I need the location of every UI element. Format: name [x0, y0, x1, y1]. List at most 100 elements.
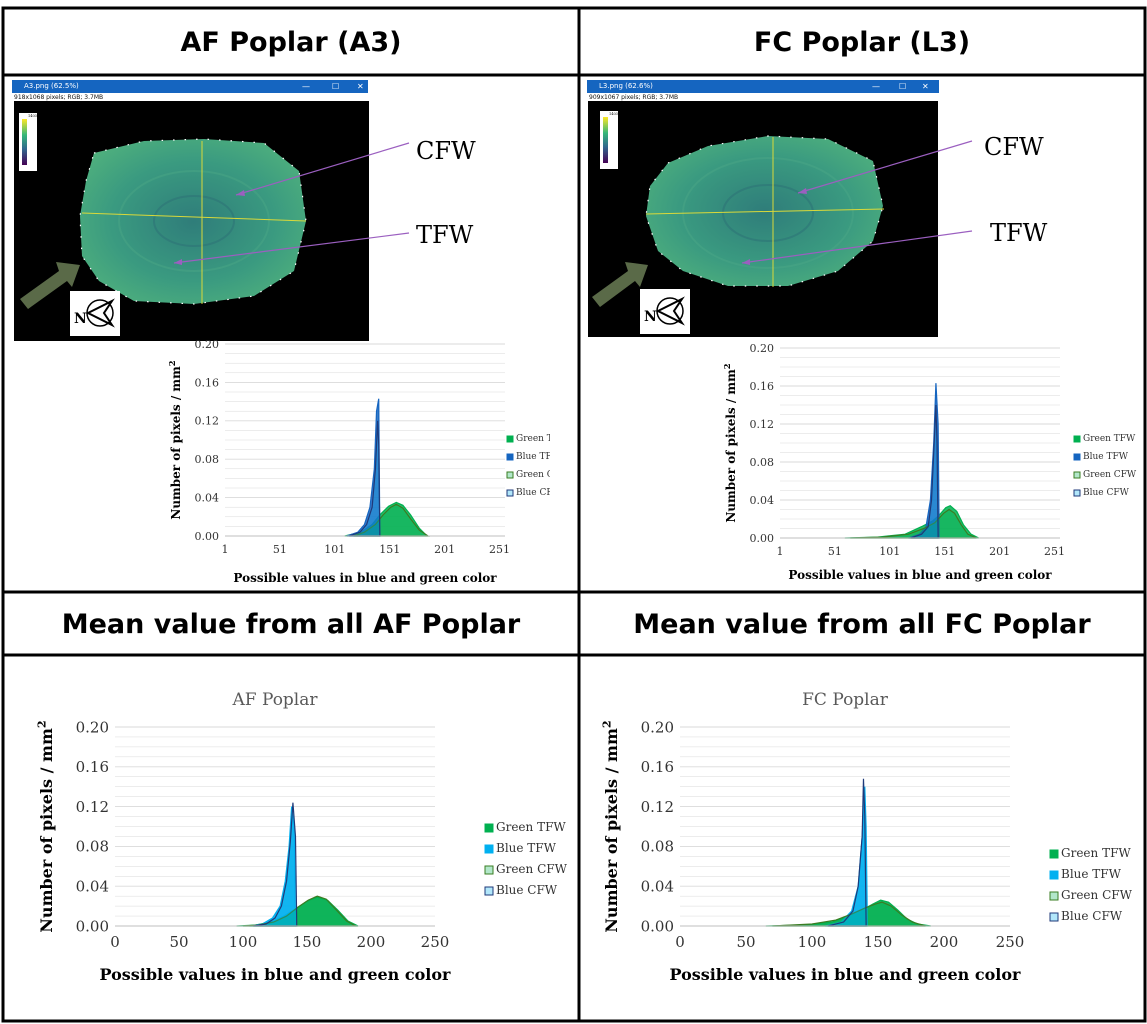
compass-icon	[70, 291, 120, 336]
y-axis-label: Number of pixels / mm2	[722, 363, 738, 522]
legend-swatch	[506, 453, 514, 461]
y-tick-label: 0.16	[76, 758, 109, 776]
legend-label-green-tfw: Green TFW	[496, 820, 566, 834]
compass-north-label: N	[74, 311, 87, 327]
compass-icon-l3	[640, 289, 690, 334]
header-mean-af: Mean value from all AF Poplar	[61, 609, 521, 640]
legend-label-blue-tfw: Blue TFW	[1061, 867, 1122, 881]
wood-cross-section-image-l3: 1403 nm CFW TFW N	[588, 101, 1048, 337]
y-tick-label: 0.16	[195, 376, 220, 389]
x-tick-label: 151	[934, 545, 955, 558]
x-tick-label: 200	[357, 933, 386, 951]
window-title: A3.png (62.5%)	[24, 82, 79, 90]
legend-label-blue-tfw: Blue TFW	[496, 841, 557, 855]
x-tick-label: 0	[110, 933, 120, 951]
legend-swatch	[484, 823, 494, 833]
x-axis-label: Possible values in blue and green color	[670, 965, 1022, 984]
legend-label-green-tfw: Green TFW	[1061, 846, 1131, 860]
series-area-blue-cfw	[253, 802, 298, 927]
y-tick-label: 0.20	[76, 718, 109, 736]
minimize-button-l3[interactable]: —	[872, 82, 880, 91]
x-tick-label: 50	[169, 933, 188, 951]
y-tick-label: 0.00	[195, 530, 220, 543]
series-area-green-cfw	[772, 901, 926, 927]
header-fc-poplar-l3: FC Poplar (L3)	[753, 27, 971, 58]
legend-label-blue-cfw: Blue CFW	[516, 488, 550, 498]
legend-swatch	[1049, 870, 1059, 880]
y-tick-label: 0.00	[641, 917, 674, 935]
y-tick-label: 0.16	[750, 380, 775, 393]
legend-swatch	[506, 471, 514, 479]
close-button[interactable]: ✕	[357, 82, 364, 91]
image-window-titlebar[interactable]: A3.png (62.5%) — ☐ ✕	[12, 80, 368, 93]
legend-swatch	[1073, 435, 1081, 443]
annotation-tfw: TFW	[416, 221, 474, 249]
x-tick-label: 101	[324, 543, 345, 556]
x-tick-label: 51	[828, 545, 842, 558]
x-tick-label: 51	[273, 543, 287, 556]
y-axis-label: Number of pixels / mm2	[600, 720, 621, 932]
legend-swatch	[1049, 849, 1059, 859]
legend-swatch	[506, 489, 514, 497]
chart-title: AF Poplar	[231, 690, 318, 710]
series-area-blue-cfw	[348, 420, 381, 537]
y-tick-label: 0.20	[195, 338, 220, 351]
close-button-l3[interactable]: ✕	[922, 82, 929, 91]
x-tick-label: 201	[989, 545, 1010, 558]
x-tick-label: 50	[736, 933, 755, 951]
series-area-green-cfw	[850, 508, 977, 539]
y-tick-label: 0.12	[750, 418, 775, 431]
legend-label-green-tfw: Green TFW	[1083, 434, 1136, 444]
y-axis-label: Number of pixels / mm2	[35, 720, 56, 932]
legend-swatch	[506, 435, 514, 443]
legend-swatch	[1073, 471, 1081, 479]
legend-label-green-cfw: Green CFW	[516, 470, 550, 480]
x-axis-label: Possible values in blue and green color	[233, 571, 497, 585]
legend-swatch	[1073, 453, 1081, 461]
maximize-button[interactable]: ☐	[332, 82, 340, 91]
legend-label-blue-cfw: Blue CFW	[496, 883, 558, 897]
x-tick-label: 0	[675, 933, 685, 951]
wood-cross-section-image-a3: 1403 nm CFW TFW N	[14, 101, 476, 341]
legend-swatch	[1049, 912, 1059, 922]
x-tick-label: 100	[229, 933, 258, 951]
y-tick-label: 0.04	[195, 491, 220, 504]
annotation-cfw-l3: CFW	[984, 133, 1044, 161]
y-tick-label: 0.00	[750, 532, 775, 545]
direction-arrow	[20, 262, 80, 309]
y-tick-label: 0.12	[76, 798, 109, 816]
y-tick-label: 0.20	[750, 342, 775, 355]
legend-swatch	[484, 886, 494, 896]
legend-label-blue-cfw: Blue CFW	[1061, 909, 1123, 923]
x-tick-label: 250	[421, 933, 450, 951]
chart-fc-mean: FC Poplar 0.00 0.04 0.08 0.12 0.16 0.20 0 50 100 1…	[600, 690, 1133, 984]
annotation-cfw: CFW	[416, 137, 476, 165]
x-tick-label: 251	[489, 543, 510, 556]
minimize-button[interactable]: —	[302, 82, 310, 91]
x-tick-label: 151	[379, 543, 400, 556]
series-area-blue-cfw	[827, 778, 867, 927]
image-info-l3: 909x1067 pixels; RGB; 3.7MB	[589, 93, 789, 102]
x-tick-label: 150	[293, 933, 322, 951]
legend-label-green-tfw: Green TFW	[516, 434, 550, 444]
maximize-button-l3[interactable]: ☐	[899, 82, 907, 91]
legend-label-blue-tfw: Blue TFW	[516, 452, 550, 462]
legend-label-green-cfw: Green CFW	[1083, 470, 1137, 480]
legend-swatch	[1049, 891, 1059, 901]
x-tick-label: 100	[798, 933, 827, 951]
x-tick-label: 200	[930, 933, 959, 951]
y-tick-label: 0.08	[195, 453, 220, 466]
legend-label-blue-cfw: Blue CFW	[1083, 488, 1130, 498]
legend-swatch	[484, 865, 494, 875]
x-tick-label: 101	[879, 545, 900, 558]
series-area-green-cfw	[353, 503, 431, 537]
image-window-titlebar-l3[interactable]: L3.png (62.6%) — ☐ ✕	[587, 80, 939, 93]
legend-label-blue-tfw: Blue TFW	[1083, 452, 1129, 462]
header-mean-fc: Mean value from all FC Poplar	[633, 609, 1091, 640]
legend-label-green-cfw: Green CFW	[1061, 888, 1133, 902]
y-tick-label: 0.08	[76, 838, 109, 856]
y-tick-label: 0.12	[195, 415, 220, 428]
chart-title: FC Poplar	[802, 690, 889, 710]
